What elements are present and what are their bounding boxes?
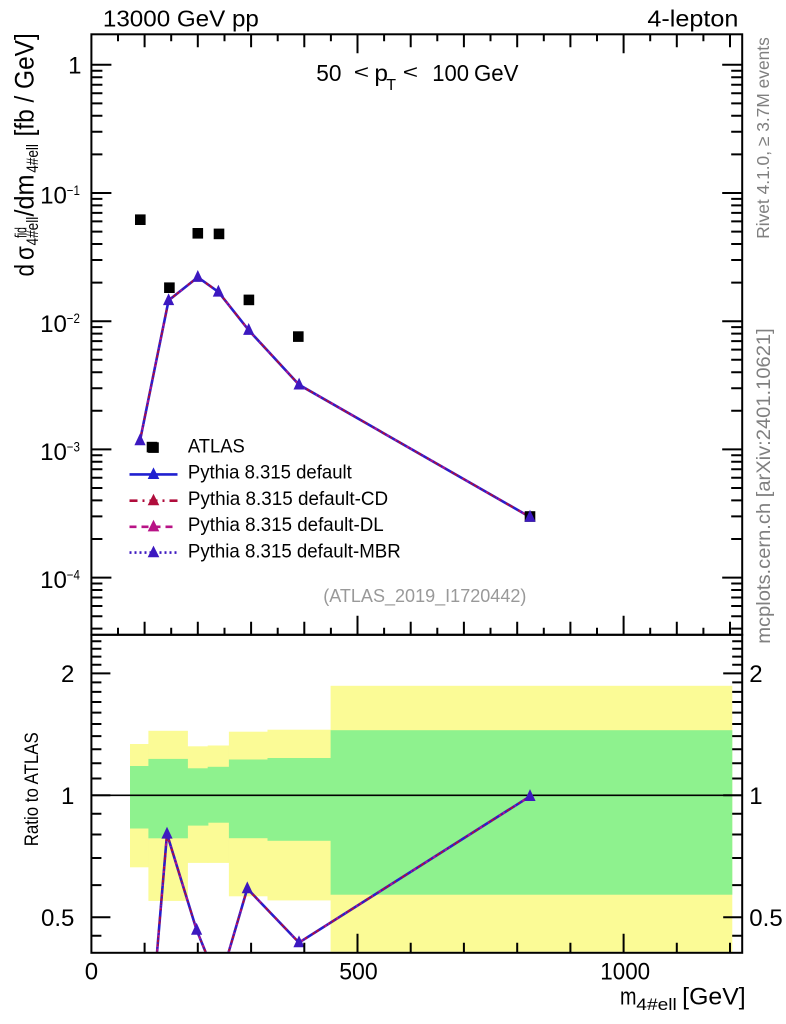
svg-text:/dm: /dm [11, 174, 40, 216]
svg-text:1000: 1000 [600, 958, 650, 985]
svg-text:10: 10 [40, 567, 67, 594]
svg-text:4#ell: 4#ell [636, 996, 677, 1014]
svg-text:13000 GeV pp: 13000 GeV pp [103, 6, 259, 32]
svg-text:[fb / GeV]: [fb / GeV] [11, 33, 40, 136]
svg-text:2: 2 [749, 661, 762, 688]
svg-text:Pythia 8.315 default-CD: Pythia 8.315 default-CD [188, 488, 388, 510]
svg-text:500: 500 [339, 958, 378, 985]
svg-text:Pythia 8.315 default-MBR: Pythia 8.315 default-MBR [188, 540, 401, 562]
svg-text:Ratio to ATLAS: Ratio to ATLAS [21, 732, 43, 846]
svg-text:0.5: 0.5 [749, 905, 782, 932]
svg-text:−1: −1 [67, 183, 80, 198]
svg-text:10: 10 [40, 183, 67, 210]
svg-text:1: 1 [61, 783, 74, 810]
svg-text:10: 10 [40, 311, 67, 338]
svg-text:4#ell: 4#ell [24, 144, 42, 173]
svg-text:p: p [374, 60, 388, 86]
svg-text:−2: −2 [67, 311, 80, 326]
svg-text:T: T [386, 77, 396, 94]
svg-text:<: < [354, 63, 369, 84]
svg-text:<: < [403, 63, 418, 84]
svg-text:−4: −4 [67, 568, 81, 583]
svg-text:GeV: GeV [474, 60, 519, 86]
svg-text:[GeV]: [GeV] [682, 984, 746, 1011]
svg-text:ATLAS: ATLAS [188, 435, 245, 457]
svg-text:m: m [620, 984, 637, 1011]
svg-text:2: 2 [61, 661, 74, 688]
svg-text:4-lepton: 4-lepton [647, 6, 738, 32]
svg-text:1: 1 [749, 783, 762, 810]
svg-text:10: 10 [40, 439, 67, 466]
svg-text:Rivet 4.1.0, ≥ 3.7M events: Rivet 4.1.0, ≥ 3.7M events [753, 37, 773, 239]
svg-text:(ATLAS_2019_I1720442): (ATLAS_2019_I1720442) [323, 585, 526, 607]
svg-text:Pythia 8.315 default: Pythia 8.315 default [188, 462, 352, 484]
svg-text:d: d [11, 264, 40, 277]
svg-text:mcplots.cern.ch [arXiv:2401.10: mcplots.cern.ch [arXiv:2401.10621] [753, 328, 775, 644]
svg-text:0.5: 0.5 [41, 905, 74, 932]
svg-text:0: 0 [85, 958, 98, 985]
svg-text:1: 1 [68, 52, 81, 79]
svg-text:Pythia 8.315 default-DL: Pythia 8.315 default-DL [188, 514, 384, 536]
svg-text:fid: fid [13, 227, 31, 238]
svg-text:100: 100 [432, 60, 469, 86]
svg-text:−3: −3 [67, 439, 80, 454]
svg-text:50: 50 [316, 60, 341, 86]
svg-text:σ: σ [11, 246, 40, 260]
svg-text:4#ell: 4#ell [24, 217, 42, 246]
